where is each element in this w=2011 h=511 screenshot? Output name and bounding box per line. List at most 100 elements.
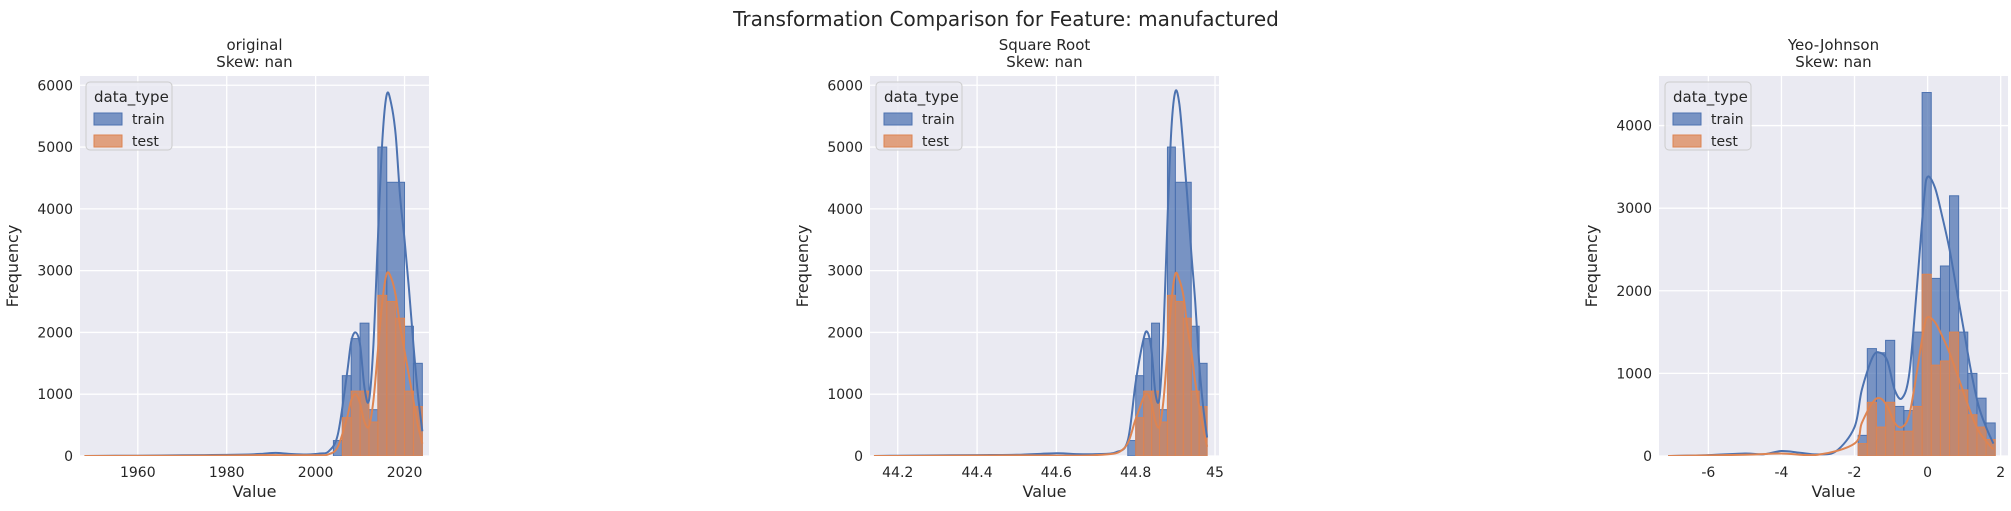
legend-title: data_type <box>1673 88 1748 107</box>
histogram-bar-test <box>1930 364 1941 456</box>
legend-swatch-test <box>883 134 913 148</box>
chart-panel-1: 1960 1980 2000 2020 0 1000 2000 3000 4000 5000 600… <box>3 36 429 501</box>
histogram-bar-test <box>377 294 388 456</box>
legend-swatch-train <box>93 112 123 126</box>
y-tick-label: 4000 <box>827 202 863 218</box>
x-tick-label: 0 <box>1923 465 1932 481</box>
histogram-bar-train <box>1127 440 1137 456</box>
kde-line-test <box>84 271 424 456</box>
legend-title: data_type <box>94 88 169 107</box>
kde-line-train <box>1668 175 1995 456</box>
legend-box <box>85 81 173 151</box>
x-tick-label: 1980 <box>209 465 245 481</box>
y-tick-label: 2000 <box>827 325 863 341</box>
legend-swatch-test <box>1672 134 1702 148</box>
y-tick-label: 0 <box>854 449 863 465</box>
x-tick-label: 2000 <box>298 465 334 481</box>
x-tick-label: 44.2 <box>882 465 913 481</box>
legend-label-train: train <box>1711 112 1744 128</box>
y-tick-label: 2000 <box>1616 284 1652 300</box>
y-tick-label: 2000 <box>37 325 73 341</box>
x-tick-label: 2020 <box>387 465 423 481</box>
legend-swatch-train <box>883 112 913 126</box>
chart-panel-3: -6 -4 -2 0 2 0 1000 2000 3000 4000 Yeo-JohnsonSkew… <box>1582 36 2008 501</box>
histogram-bar-test <box>1949 331 1960 456</box>
x-tick-label: -2 <box>1848 465 1862 481</box>
panel-title: Yeo-Johnson <box>1787 36 1879 54</box>
x-tick-label: -4 <box>1774 465 1788 481</box>
histogram-bar-test <box>1875 426 1887 456</box>
x-tick-label: 2 <box>1996 465 2005 481</box>
histogram-bar-test <box>1857 443 1868 456</box>
panel-subtitle: Skew: nan <box>1006 53 1082 71</box>
x-tick-label: 1960 <box>120 465 156 481</box>
panel-title: original <box>226 36 282 54</box>
kde-line-train <box>873 89 1209 456</box>
x-tick-label: 44.4 <box>961 465 992 481</box>
histogram-bar-test <box>1921 273 1932 456</box>
y-tick-label: 6000 <box>37 78 73 94</box>
y-tick-label: 0 <box>1643 449 1652 465</box>
legend-label-test: test <box>1711 134 1738 150</box>
histogram-bar-test <box>395 317 406 456</box>
histogram-bar-test <box>1159 421 1168 456</box>
y-tick-label: 4000 <box>37 202 73 218</box>
x-axis-label: Value <box>233 482 277 501</box>
legend-label-test: test <box>132 134 159 150</box>
y-tick-label: 4000 <box>1616 119 1652 135</box>
panel-subtitle: Skew: nan <box>216 53 292 71</box>
histogram-bar-test <box>1885 401 1896 456</box>
x-tick-label: 44.8 <box>1120 465 1151 481</box>
y-tick-label: 1000 <box>37 387 73 403</box>
y-axis-label: Frequency <box>3 225 22 308</box>
x-tick-label: -6 <box>1701 465 1715 481</box>
histogram-bar-test <box>386 301 397 456</box>
kde-line-test <box>1668 316 1995 456</box>
histogram-bar-test <box>1174 301 1184 456</box>
x-axis-label: Value <box>1023 482 1067 501</box>
histogram-bar-train <box>1885 339 1896 456</box>
histogram-bar-test <box>412 406 423 456</box>
y-tick-label: 6000 <box>827 78 863 94</box>
y-tick-label: 1000 <box>827 387 863 403</box>
y-tick-label: 3000 <box>1616 201 1652 217</box>
kde-line-test <box>873 271 1209 456</box>
y-tick-label: 1000 <box>1616 366 1652 382</box>
y-axis-label: Frequency <box>793 225 812 308</box>
legend-swatch-test <box>93 134 123 148</box>
y-tick-label: 3000 <box>827 264 863 280</box>
histogram-bar-test <box>1903 430 1914 456</box>
histogram-bar-test <box>341 417 352 456</box>
x-axis-label: Value <box>1812 482 1856 501</box>
legend-swatch-train <box>1672 112 1702 126</box>
legend-label-train: train <box>132 112 165 128</box>
histogram-bar-test <box>1894 430 1905 456</box>
y-tick-label: 5000 <box>37 140 73 156</box>
histogram-bar-test <box>404 390 414 456</box>
histogram-bar-test <box>1166 294 1176 456</box>
figure-title: Transformation Comparison for Feature: m… <box>732 7 1279 31</box>
x-tick-label: 45 <box>1206 465 1224 481</box>
x-tick-label: 44.6 <box>1041 465 1072 481</box>
legend-label-train: train <box>922 112 955 128</box>
legend-label-test: test <box>922 134 949 150</box>
legend-box <box>875 81 963 151</box>
histogram-bar-test <box>1135 417 1145 456</box>
panel-title: Square Root <box>999 36 1091 54</box>
y-tick-label: 3000 <box>37 264 73 280</box>
histogram-bar-test <box>1967 414 1978 456</box>
panel-subtitle: Skew: nan <box>1795 53 1871 71</box>
y-tick-label: 5000 <box>827 140 863 156</box>
legend-title: data_type <box>884 88 959 107</box>
histogram-bar-test <box>368 421 379 456</box>
histogram-bar-test <box>1939 360 1951 456</box>
y-axis-label: Frequency <box>1582 225 1601 308</box>
chart-panel-2: 44.2 44.4 44.6 44.8 45 0 1000 2000 3000 4000 5000 6… <box>793 36 1224 501</box>
histogram-bar-test <box>1182 317 1192 456</box>
histogram-bar-test <box>1912 405 1923 456</box>
legend-box <box>1664 81 1752 151</box>
